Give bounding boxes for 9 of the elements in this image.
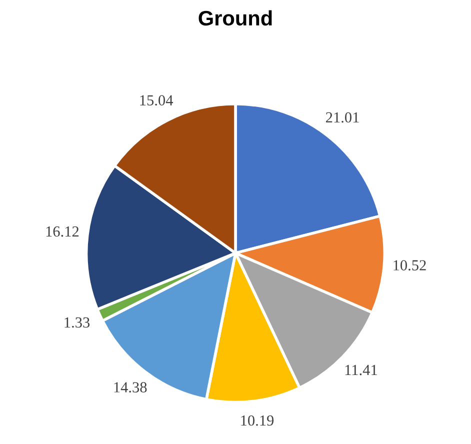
data-label: 1.33 — [64, 317, 90, 328]
data-label: 14.38 — [114, 382, 147, 393]
data-label: 10.19 — [241, 415, 274, 426]
data-label: 15.04 — [140, 95, 174, 106]
data-label: 11.41 — [345, 364, 377, 376]
data-label: 10.52 — [394, 260, 426, 271]
data-label: 16.12 — [46, 226, 79, 237]
data-label: 21.01 — [326, 112, 359, 123]
chart-title: Ground — [198, 10, 272, 26]
